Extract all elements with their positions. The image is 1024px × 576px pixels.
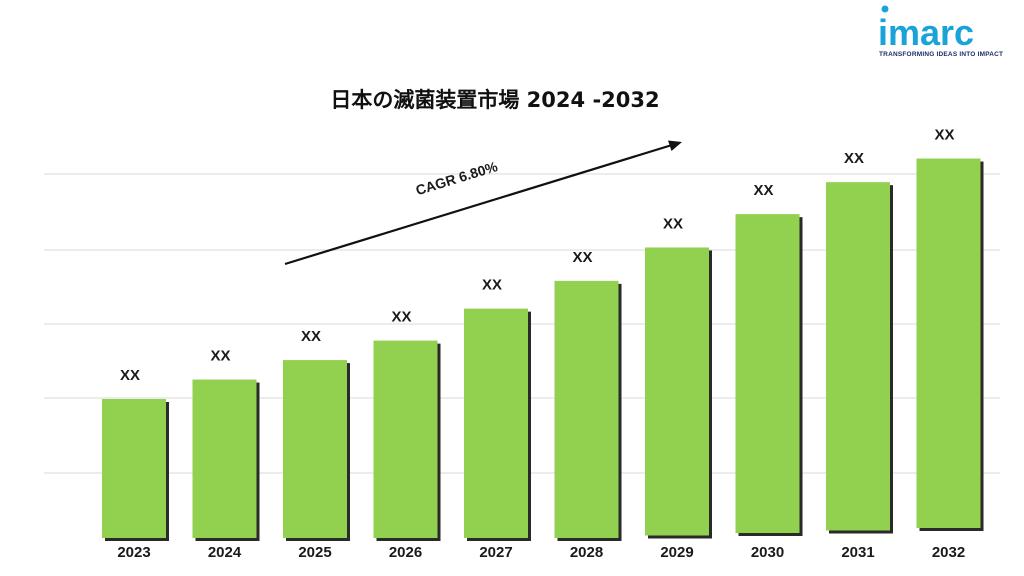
x-tick-2024: 2024 <box>208 544 242 561</box>
x-tick-2029: 2029 <box>660 544 693 561</box>
data-label-2032: XX <box>934 127 954 144</box>
bar-2028 <box>554 280 619 538</box>
data-label-2028: XX <box>572 249 592 266</box>
bar-layer <box>102 158 981 538</box>
logo-word: imarc <box>878 12 974 53</box>
value-label-layer: XX XX XX XX XX XX XX XX XX XX <box>120 127 955 384</box>
bar-2023 <box>102 399 166 538</box>
bar-2031 <box>826 182 890 531</box>
data-label-2024: XX <box>210 348 230 365</box>
bar-2025 <box>283 360 347 538</box>
x-tick-2026: 2026 <box>389 544 422 561</box>
cagr-arrow-head-icon <box>668 140 682 151</box>
data-label-2029: XX <box>663 215 683 232</box>
data-label-2026: XX <box>391 309 411 326</box>
x-tick-layer: 2023 2024 2025 2026 2027 2028 2029 2030 2031 2032 <box>117 544 965 561</box>
data-label-2025: XX <box>301 328 321 345</box>
bar-2030 <box>735 214 800 533</box>
logo-dot-icon <box>881 5 889 13</box>
x-tick-2031: 2031 <box>841 544 874 561</box>
bar-2032 <box>916 158 981 528</box>
data-label-2027: XX <box>482 277 502 294</box>
bar-2026 <box>373 340 438 538</box>
data-label-2031: XX <box>844 150 864 167</box>
bar-2029 <box>645 247 709 536</box>
data-label-2030: XX <box>753 182 773 199</box>
cagr-arrow-line <box>284 143 673 266</box>
chart-title: 日本の滅菌装置市場 2024 -2032 <box>330 88 659 112</box>
x-tick-2027: 2027 <box>479 544 512 561</box>
x-tick-2025: 2025 <box>298 544 331 561</box>
bar-2027 <box>464 308 528 538</box>
x-tick-2032: 2032 <box>932 544 965 561</box>
imarc-logo: imarc TRANSFORMING IDEAS INTO IMPACT <box>878 5 1003 58</box>
bar-2024 <box>192 379 257 538</box>
cagr-annotation: CAGR 6.80% <box>284 140 682 266</box>
x-tick-2023: 2023 <box>117 544 150 561</box>
x-tick-2030: 2030 <box>751 544 784 561</box>
logo-tagline: TRANSFORMING IDEAS INTO IMPACT <box>879 51 1003 58</box>
data-label-2023: XX <box>120 367 140 384</box>
x-tick-2028: 2028 <box>570 544 603 561</box>
cagr-label: CAGR 6.80% <box>414 158 500 198</box>
